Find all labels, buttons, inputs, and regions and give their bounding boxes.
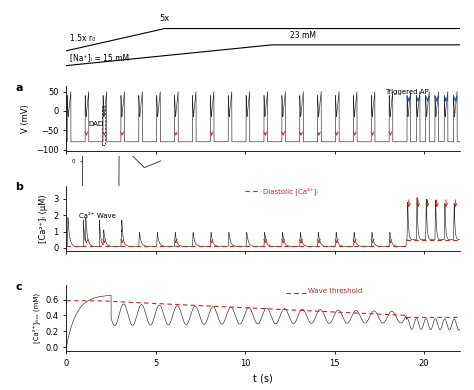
Y-axis label: V (mV): V (mV) [21,104,30,133]
Text: a: a [15,83,23,92]
Text: b: b [15,182,23,192]
Bar [101,106,105,145]
Text: 23 mM: 23 mM [290,32,316,41]
Y-axis label: [Ca²⁺]ᵢ (μM): [Ca²⁺]ᵢ (μM) [39,194,48,243]
Y-axis label: [Ca²⁺]ᵢₜₛₛ (mM): [Ca²⁺]ᵢₜₛₛ (mM) [32,293,40,343]
Text: Triggered AP: Triggered AP [385,89,428,95]
Text: [Na⁺]ᵢ = 15 mM: [Na⁺]ᵢ = 15 mM [70,53,129,62]
Text: 5x: 5x [160,14,170,23]
X-axis label: t (s): t (s) [253,373,273,383]
Text: DAD: DAD [89,121,104,127]
Text: 1.5x r₀: 1.5x r₀ [70,34,95,43]
Text: Ca²⁺ Wave: Ca²⁺ Wave [79,213,116,218]
Text: c: c [15,282,22,292]
Text: Diastolic [Ca²⁺]ᵢ: Diastolic [Ca²⁺]ᵢ [263,187,318,195]
Text: Wave threshold: Wave threshold [308,288,362,294]
